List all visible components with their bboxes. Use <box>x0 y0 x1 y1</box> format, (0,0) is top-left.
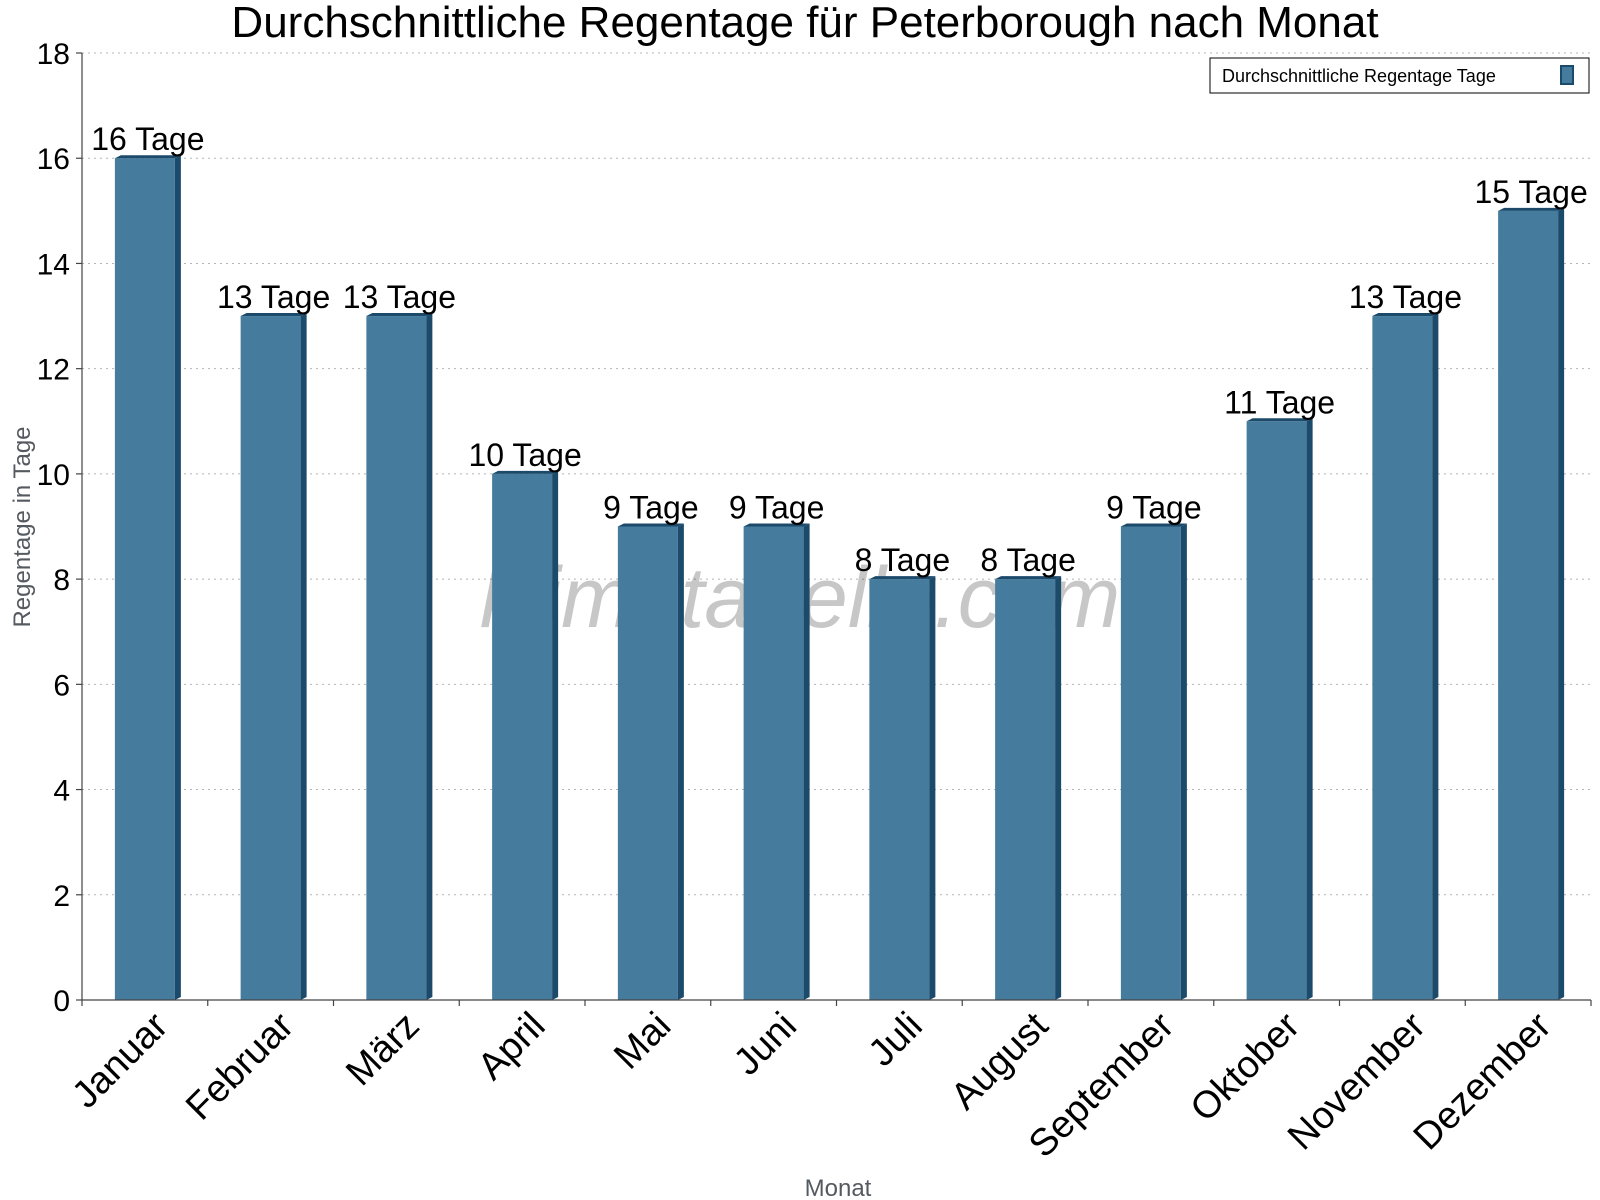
bar-front <box>114 158 175 1000</box>
data-label: 13 Tage <box>1349 279 1462 315</box>
bar-top <box>114 155 181 159</box>
bar-front <box>366 316 427 1000</box>
data-label: 8 Tage <box>855 542 951 578</box>
bar-top <box>995 576 1062 580</box>
bar-side <box>677 523 684 1000</box>
legend: Durchschnittliche Regentage Tage <box>1209 57 1590 94</box>
bar-side <box>1432 313 1439 1000</box>
bar-top <box>1498 207 1565 211</box>
bar-10 <box>1372 313 1439 1000</box>
bar-side <box>803 523 810 1000</box>
bar-front <box>869 579 930 1000</box>
bar-side <box>300 313 307 1000</box>
bar-4 <box>617 523 684 1000</box>
data-label: 9 Tage <box>729 490 825 526</box>
bar-front <box>995 579 1056 1000</box>
y-tick-label: 0 <box>53 985 70 1018</box>
y-tick-label: 12 <box>37 354 70 387</box>
bar-top <box>743 523 810 527</box>
bar-front <box>1120 526 1181 1000</box>
x-tick-label: Dezember <box>1406 1004 1560 1158</box>
bar-5 <box>743 523 810 1000</box>
data-label: 9 Tage <box>603 490 699 526</box>
x-tick-label: März <box>338 1005 427 1094</box>
bar-side <box>426 313 433 1000</box>
x-tick-label: Juni <box>726 1005 805 1084</box>
x-axis-label: Monat <box>805 1175 872 1200</box>
bar-front <box>492 473 553 1000</box>
x-tick-label: April <box>470 1005 553 1088</box>
bars <box>114 155 1565 1001</box>
y-tick-label: 8 <box>53 564 70 597</box>
x-tick-label: November <box>1280 1004 1434 1158</box>
gridlines <box>82 52 1591 896</box>
y-tick-labels: 0 2 4 6 8 10 12 14 16 18 <box>37 38 70 1018</box>
y-tick-label: 10 <box>37 459 70 492</box>
x-tick-label: Mai <box>606 1005 679 1078</box>
y-tick-label: 2 <box>53 880 70 913</box>
y-axis-label: Regentage in Tage <box>9 426 36 627</box>
bar-side <box>1306 418 1313 1000</box>
x-tick-labels: Januar Februar März April Mai Juni Juli AugustS… <box>64 1004 1559 1165</box>
bar-1 <box>240 313 307 1000</box>
bar-3 <box>492 470 559 1000</box>
x-tick-label: Januar <box>64 1004 176 1116</box>
bar-side <box>174 155 181 1000</box>
bar-top <box>240 313 307 317</box>
bar-front <box>1498 210 1559 1001</box>
bar-front <box>240 316 301 1000</box>
data-label: 9 Tage <box>1106 490 1202 526</box>
bar-top <box>1372 313 1439 317</box>
bar-6 <box>869 576 936 1000</box>
bar-front <box>617 526 678 1000</box>
bar-side <box>552 470 559 1000</box>
data-labels: 16 Tage 13 Tage 13 Tage 10 Tage 9 Tage 9 Tage… <box>91 121 1588 578</box>
bar-side <box>929 576 936 1000</box>
bar-side <box>1558 207 1565 1001</box>
bar-top <box>869 576 936 580</box>
bar-top <box>1120 523 1187 527</box>
data-label: 11 Tage <box>1224 384 1335 420</box>
y-tick-label: 6 <box>53 669 70 702</box>
bar-8 <box>1120 523 1187 1000</box>
bar-front <box>1246 421 1307 1000</box>
data-label: 16 Tage <box>91 121 204 157</box>
bar-0 <box>114 155 181 1000</box>
legend-swatch <box>1560 65 1574 85</box>
y-tick-label: 18 <box>37 38 70 71</box>
bar-side <box>1055 576 1062 1000</box>
legend-box <box>1209 57 1590 94</box>
y-tick-label: 14 <box>37 248 70 281</box>
x-tick-label: Juli <box>861 1005 931 1075</box>
axes <box>76 52 1592 1006</box>
bar-9 <box>1246 418 1313 1000</box>
data-label: 8 Tage <box>980 542 1076 578</box>
bar-2 <box>366 313 433 1000</box>
bar-top <box>492 470 559 474</box>
bar-7 <box>995 576 1062 1000</box>
chart-title: Durchschnittliche Regentage für Peterbor… <box>231 0 1378 47</box>
x-tick-label: August <box>943 1004 1057 1118</box>
y-tick-label: 4 <box>53 775 70 808</box>
bar-top <box>1246 418 1313 422</box>
y-tick-label: 16 <box>37 143 70 176</box>
bar-side <box>1180 523 1187 1000</box>
x-tick-label: Oktober <box>1183 1004 1309 1130</box>
data-label: 13 Tage <box>343 279 456 315</box>
bar-top <box>366 313 433 317</box>
bar-top <box>617 523 684 527</box>
bar-front <box>743 526 804 1000</box>
data-label: 13 Tage <box>217 279 330 315</box>
data-label: 15 Tage <box>1474 174 1587 210</box>
legend-entry-label: Durchschnittliche Regentage Tage <box>1222 66 1496 86</box>
bar-front <box>1372 316 1433 1000</box>
data-label: 10 Tage <box>468 437 581 473</box>
bar-11 <box>1498 207 1565 1001</box>
x-tick-label: Februar <box>178 1004 302 1128</box>
